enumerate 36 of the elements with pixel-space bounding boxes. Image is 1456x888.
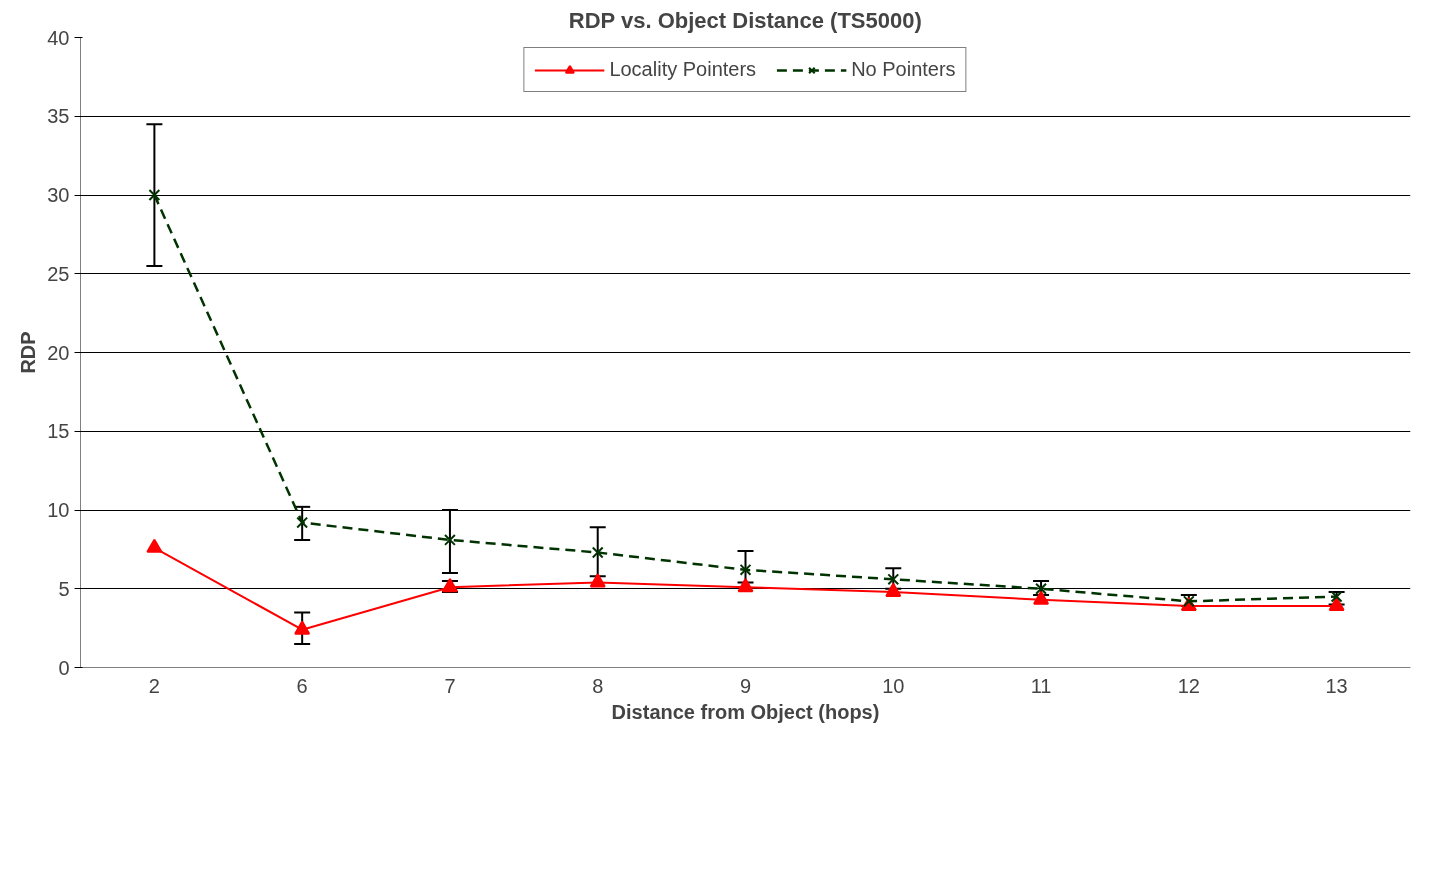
y-tick-label: 0 bbox=[58, 656, 70, 679]
point bbox=[1033, 590, 1050, 605]
point bbox=[887, 573, 900, 586]
point bbox=[591, 546, 604, 559]
x-tick-label: 8 bbox=[592, 674, 604, 697]
y-tick-label: 20 bbox=[47, 341, 70, 364]
y-tick-label: 5 bbox=[58, 577, 70, 600]
x-tick-label: 13 bbox=[1325, 674, 1348, 697]
x-tick-label: 10 bbox=[882, 674, 905, 697]
y-tick-label: 40 bbox=[47, 26, 70, 49]
x-axis-title: Distance from Object (hops) bbox=[611, 700, 880, 723]
point bbox=[146, 538, 163, 553]
point bbox=[296, 516, 309, 529]
y-tick-label: 10 bbox=[47, 499, 70, 521]
legend-label: Locality Pointers bbox=[609, 58, 757, 81]
x-tick-label: 11 bbox=[1030, 674, 1052, 697]
point bbox=[739, 563, 752, 576]
y-tick-label: 15 bbox=[47, 420, 70, 443]
x-tick-label: 6 bbox=[296, 674, 308, 697]
point bbox=[443, 533, 456, 546]
y-axis-title: RDP bbox=[17, 331, 40, 374]
point bbox=[294, 620, 311, 635]
point bbox=[148, 189, 161, 201]
chart-title: RDP vs. Object Distance (TS5000) bbox=[568, 7, 922, 33]
x-tick-label: 9 bbox=[739, 674, 752, 697]
y-tick-label: 30 bbox=[47, 184, 70, 206]
y-tick-label: 25 bbox=[47, 262, 70, 285]
point bbox=[885, 582, 902, 597]
y-tick-label: 35 bbox=[47, 105, 70, 128]
x-tick-label: 2 bbox=[148, 674, 160, 697]
legend-label: No Pointers bbox=[851, 58, 956, 81]
x-tick-label: 7 bbox=[444, 674, 456, 697]
point bbox=[737, 578, 754, 593]
point bbox=[589, 573, 606, 588]
point bbox=[1328, 596, 1345, 612]
x-tick-label: 12 bbox=[1177, 674, 1200, 697]
